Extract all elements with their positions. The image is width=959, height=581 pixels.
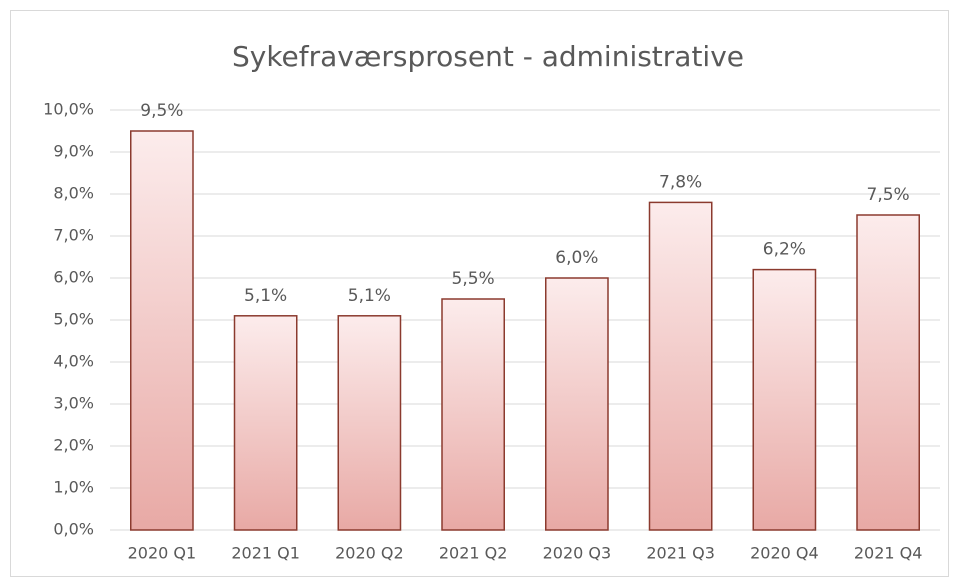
y-tick-label: 10,0% — [43, 100, 94, 119]
bar — [337, 315, 402, 531]
data-label: 5,5% — [452, 269, 495, 289]
data-label: 6,0% — [555, 248, 598, 268]
bar — [233, 315, 298, 531]
y-tick-label: 1,0% — [53, 478, 94, 497]
chart-title: Sykefraværsprosent - administrative — [232, 40, 744, 73]
bar — [130, 130, 194, 531]
data-label: 5,1% — [348, 286, 391, 306]
y-tick-label: 3,0% — [53, 394, 94, 413]
x-tick-label: 2021 Q1 — [231, 544, 300, 563]
x-tick-label: 2020 Q4 — [750, 544, 819, 563]
bar — [856, 214, 920, 531]
data-label: 5,1% — [244, 286, 287, 306]
data-label: 9,5% — [140, 101, 183, 121]
y-tick-label: 6,0% — [53, 268, 94, 287]
bar — [545, 277, 609, 531]
data-label: 6,2% — [763, 240, 806, 260]
y-tick-label: 7,0% — [53, 226, 94, 245]
x-tick-label: 2021 Q2 — [439, 544, 508, 563]
y-tick-label: 9,0% — [53, 142, 94, 161]
y-tick-label: 5,0% — [53, 310, 94, 329]
x-tick-label: 2020 Q1 — [128, 544, 197, 563]
y-tick-label: 8,0% — [53, 184, 94, 203]
x-tick-label: 2020 Q2 — [335, 544, 404, 563]
data-label: 7,5% — [867, 185, 910, 205]
x-tick-label: 2021 Q4 — [854, 544, 923, 563]
y-tick-label: 0,0% — [53, 520, 94, 539]
y-tick-label: 4,0% — [53, 352, 94, 371]
data-label: 7,8% — [659, 172, 702, 192]
x-tick-label: 2020 Q3 — [543, 544, 612, 563]
y-tick-label: 2,0% — [53, 436, 94, 455]
bar — [441, 298, 505, 531]
bar — [752, 268, 817, 531]
x-tick-label: 2021 Q3 — [646, 544, 715, 563]
bar — [648, 201, 713, 531]
